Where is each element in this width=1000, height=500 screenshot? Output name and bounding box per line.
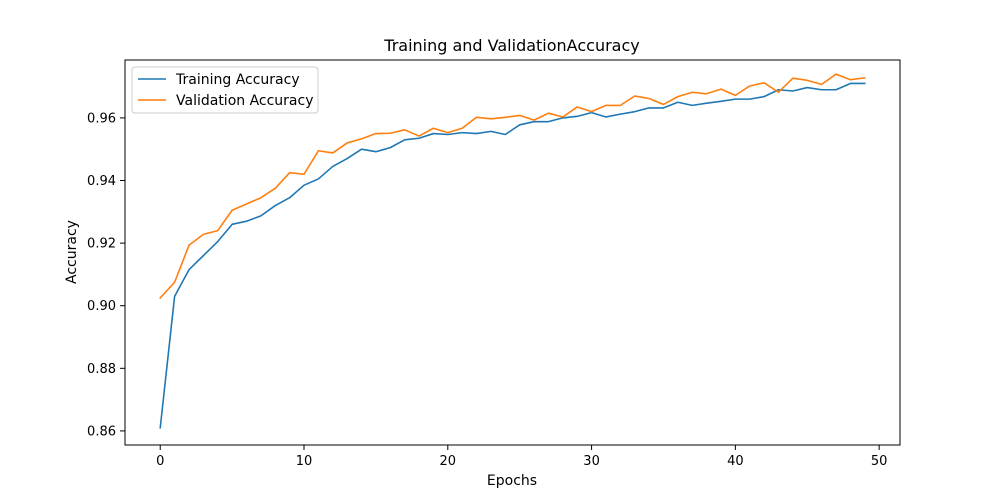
y-tick-label: 0.86 — [87, 424, 116, 439]
chart-title: Training and ValidationAccuracy — [383, 36, 639, 55]
y-tick-label: 0.90 — [87, 299, 116, 314]
x-tick-label: 0 — [156, 454, 164, 469]
x-tick-label: 20 — [440, 454, 457, 469]
series-line-training-accuracy — [159, 82, 866, 429]
legend-label: Validation Accuracy — [176, 93, 314, 109]
x-tick-label: 40 — [727, 454, 744, 469]
y-tick-label: 0.88 — [87, 362, 116, 377]
legend: Training Accuracy Validation Accuracy — [131, 66, 319, 114]
x-tick-label: 10 — [296, 454, 313, 469]
y-tick-label: 0.92 — [87, 237, 116, 252]
y-tick-label: 0.94 — [87, 174, 116, 189]
y-tick-label: 0.96 — [87, 111, 116, 126]
x-tick-label: 30 — [583, 454, 600, 469]
series-line-validation-accuracy — [159, 73, 866, 300]
x-axis-label: Epochs — [487, 473, 537, 489]
legend-box — [131, 66, 319, 114]
y-axis-label: Accuracy — [64, 220, 80, 284]
x-tick-label: 50 — [871, 454, 888, 469]
plot-frame — [124, 59, 901, 446]
legend-label: Training Accuracy — [175, 72, 300, 88]
